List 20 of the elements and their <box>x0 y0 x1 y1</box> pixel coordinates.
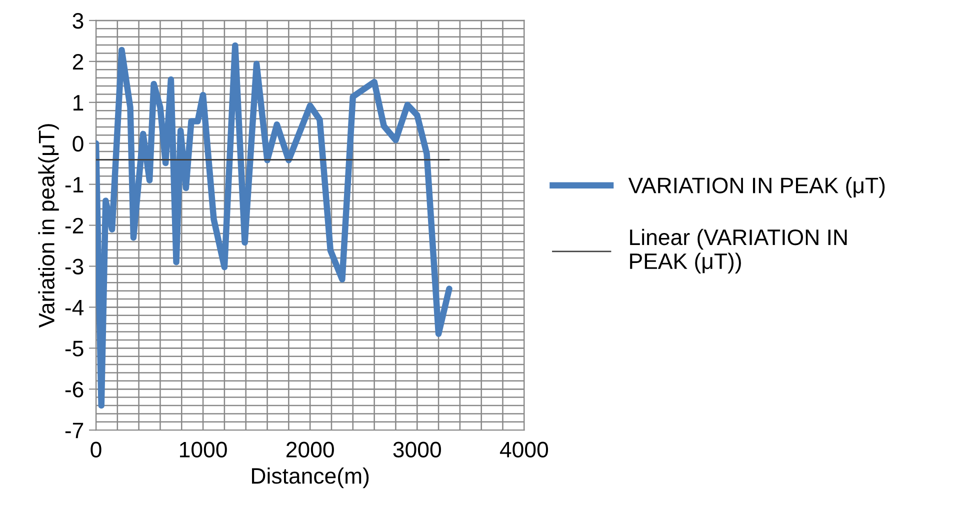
y-tick-label: -6 <box>65 382 84 398</box>
legend-label: Linear (VARIATION IN PEAK (μT)) <box>630 228 847 274</box>
y-tick-label: -2 <box>65 218 84 234</box>
y-tick-label: -4 <box>65 300 84 316</box>
y-tick-label: 0 <box>72 136 84 152</box>
x-tick-label: 1000 <box>180 442 227 458</box>
y-tick-label: -1 <box>65 177 84 192</box>
legend-label: VARIATION IN PEAK (μT) <box>628 177 885 198</box>
y-axis-title: Variation in peak(μT) <box>38 124 59 328</box>
y-tick-label: -3 <box>65 258 84 275</box>
x-tick-label: 3000 <box>393 442 441 458</box>
y-tick-label: -7 <box>65 422 84 438</box>
x-tick-label: 4000 <box>500 442 548 458</box>
y-tick-label: 2 <box>72 54 84 70</box>
y-tick-label: 1 <box>74 95 84 110</box>
y-tick-label: 3 <box>72 13 84 29</box>
y-tick-label: -5 <box>65 340 84 356</box>
x-tick-label: 0 <box>90 442 102 458</box>
x-axis-title: Distance(m) <box>252 467 369 488</box>
x-tick-label: 2000 <box>286 442 334 458</box>
